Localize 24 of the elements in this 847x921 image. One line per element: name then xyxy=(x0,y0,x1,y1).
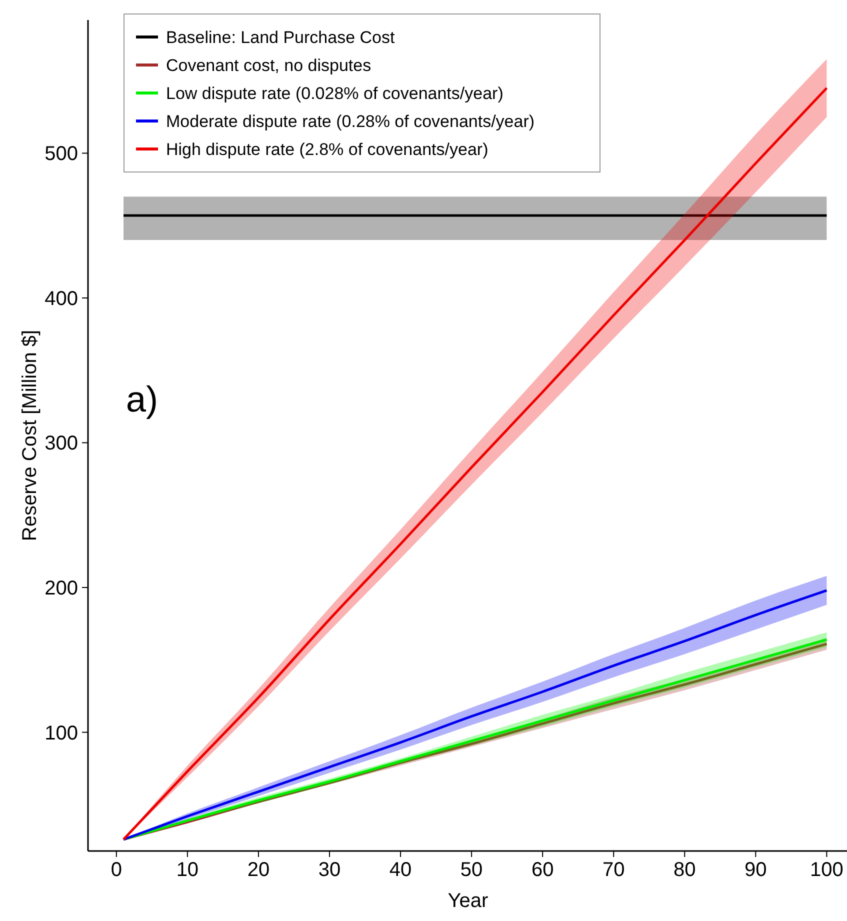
x-axis-title: Year xyxy=(448,890,489,912)
x-tick-label: 100 xyxy=(810,859,844,881)
annotation: a) xyxy=(126,378,158,420)
x-tick-label: 0 xyxy=(110,859,122,881)
legend-label: High dispute rate (2.8% of covenants/year) xyxy=(166,140,488,159)
y-axis-title: Reserve Cost [Million $] xyxy=(19,330,41,542)
x-tick-label: 60 xyxy=(531,859,554,881)
y-tick-label: 500 xyxy=(44,143,78,166)
y-tick-label: 400 xyxy=(44,288,78,310)
x-tick-label: 80 xyxy=(674,859,696,881)
x-tick-label: 40 xyxy=(389,859,412,881)
y-tick-label: 200 xyxy=(44,578,78,600)
x-tick-label: 20 xyxy=(247,859,270,881)
x-tick-label: 10 xyxy=(176,859,199,881)
x-tick-label: 90 xyxy=(744,859,767,881)
y-tick-label: 300 xyxy=(44,432,78,455)
legend-label: Covenant cost, no disputes xyxy=(166,56,372,75)
y-tick-label: 100 xyxy=(44,722,78,744)
x-tick-label: 30 xyxy=(318,859,341,881)
legend-label: Baseline: Land Purchase Cost xyxy=(166,28,395,47)
x-tick-label: 70 xyxy=(602,859,625,881)
x-tick-label: 50 xyxy=(460,859,483,881)
legend-label: Low dispute rate (0.028% of covenants/year) xyxy=(166,84,504,103)
legend-label: Moderate dispute rate (0.28% of covenants/year) xyxy=(166,112,535,131)
